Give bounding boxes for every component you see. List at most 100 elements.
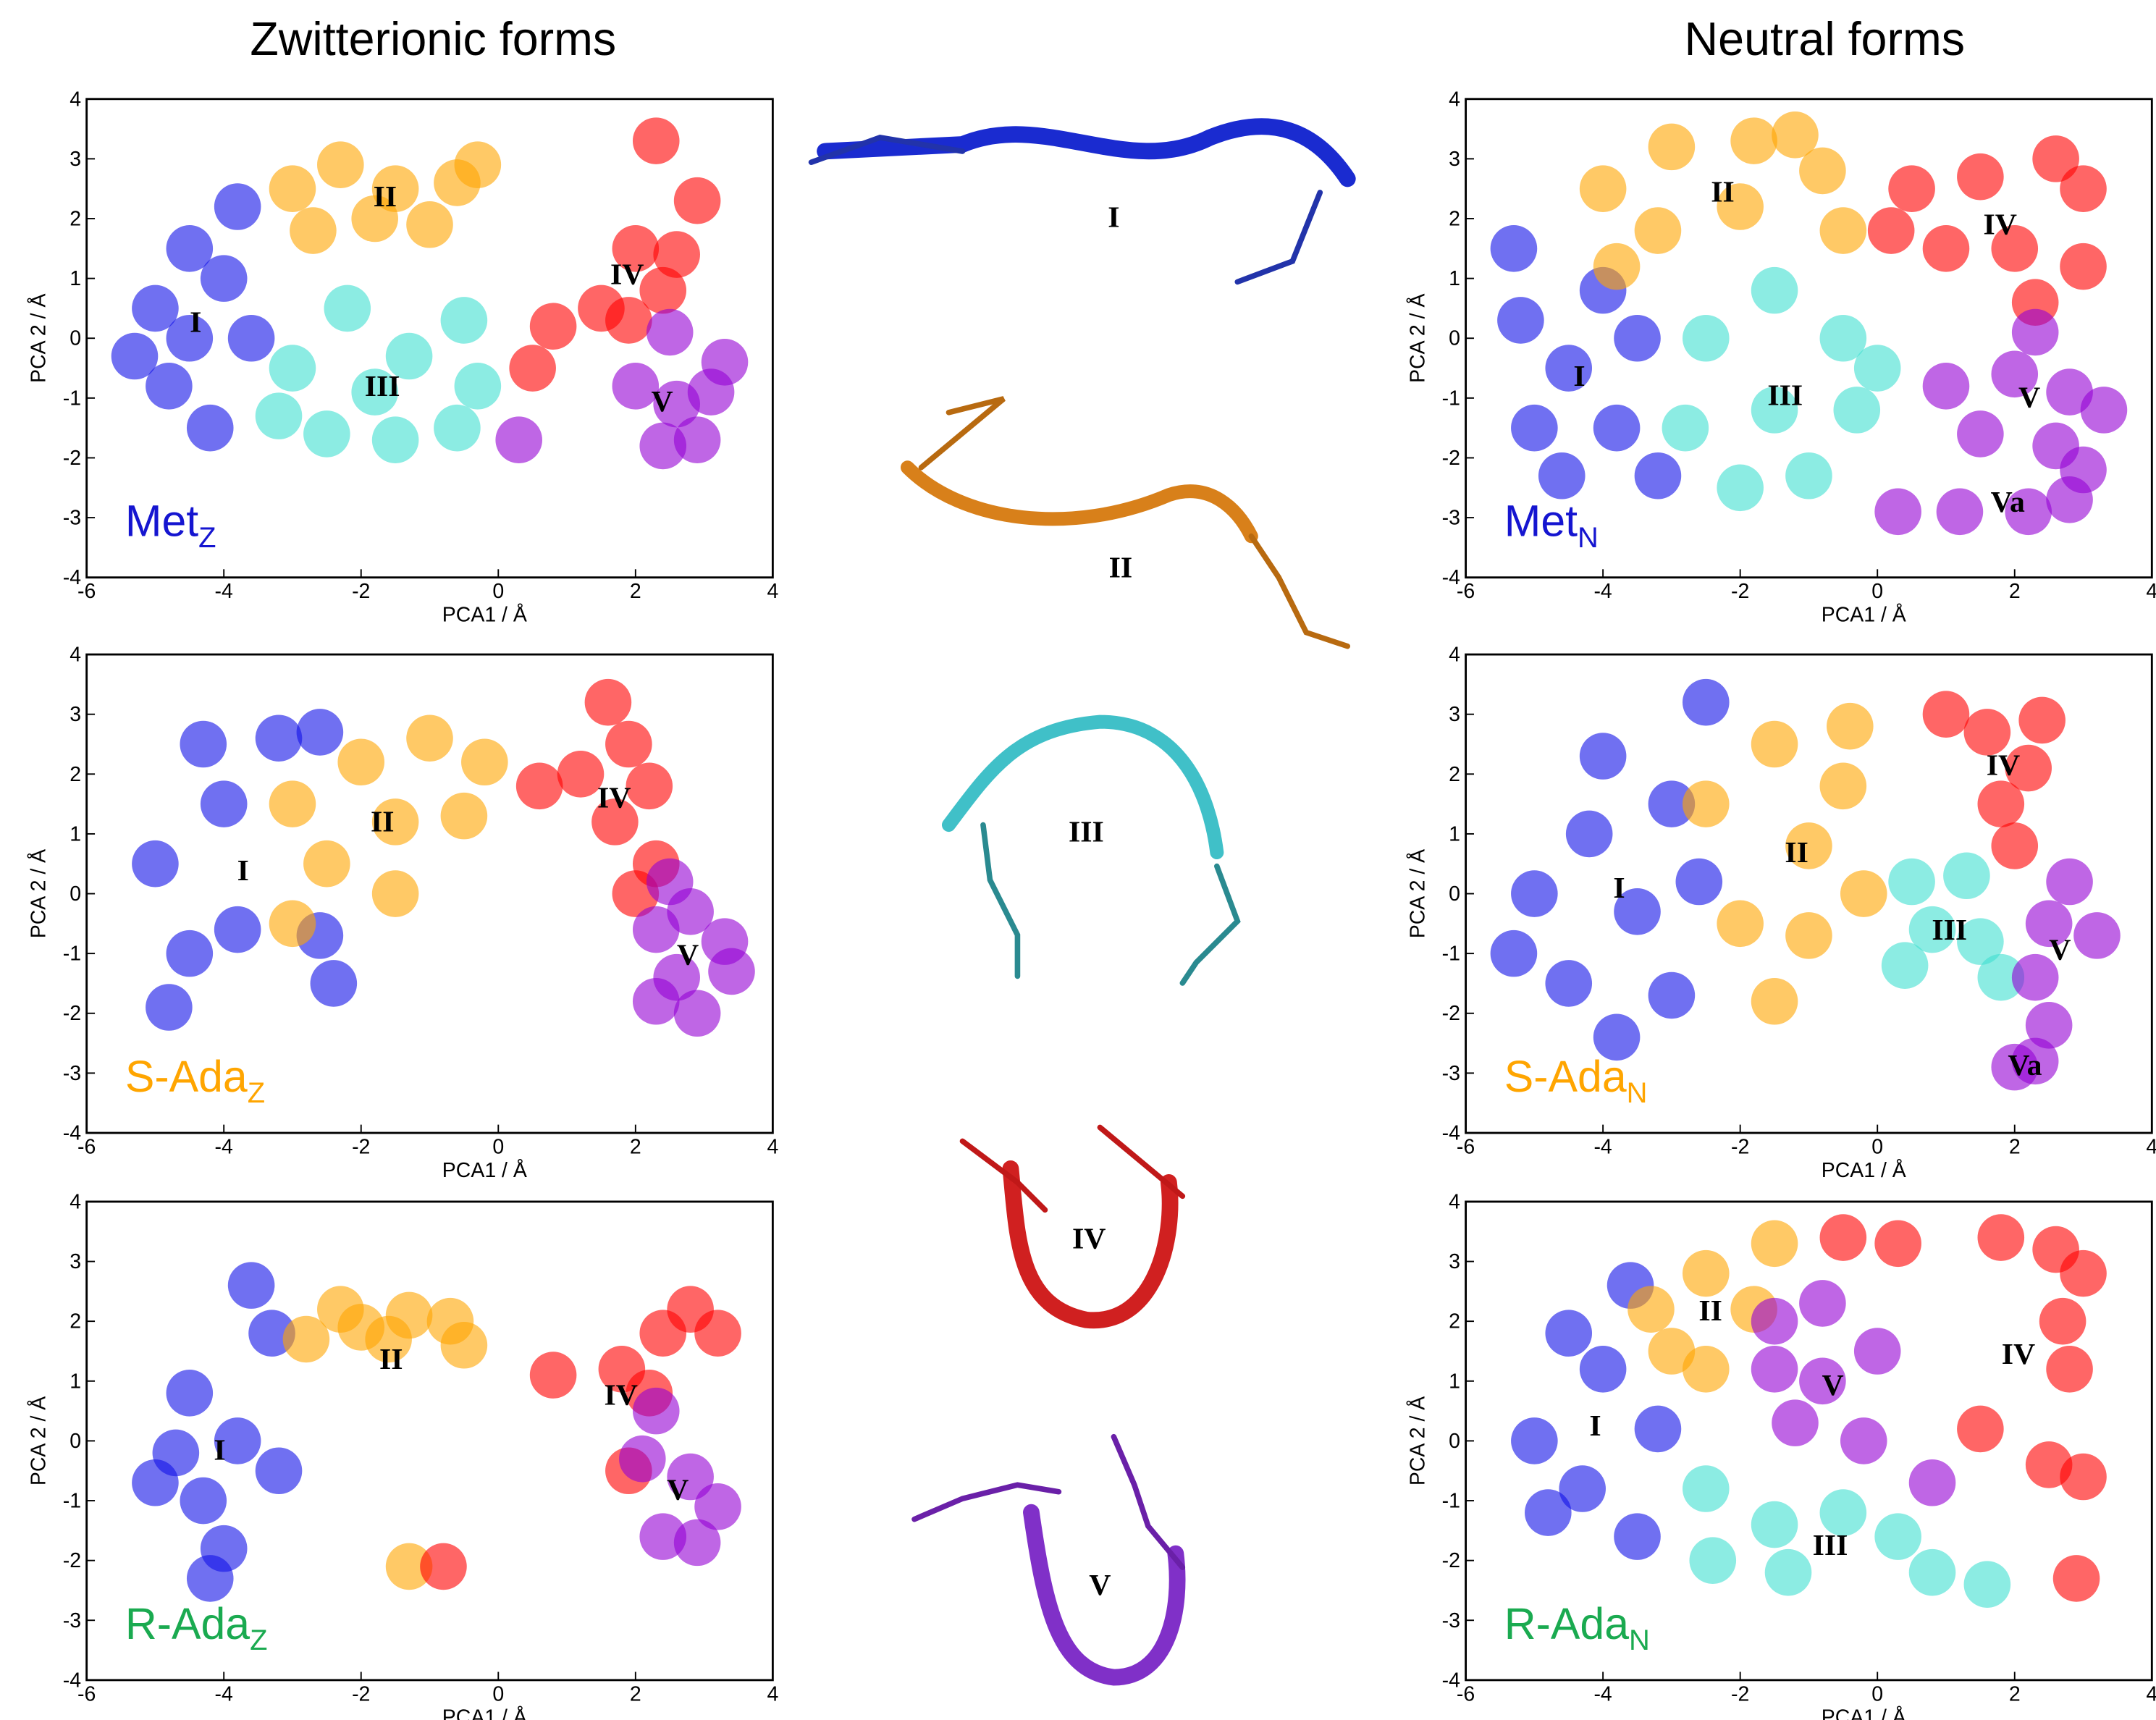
point: [256, 1447, 303, 1494]
panel: IIIIVV-6-4-2024-4-3-2-101234PCA1 / ÅPCA …: [28, 644, 779, 1182]
point: [1957, 410, 2004, 458]
point: [1717, 464, 1764, 511]
point: [639, 1310, 686, 1357]
point: [2012, 309, 2059, 356]
point: [1593, 405, 1641, 452]
y-tick-label: 0: [1449, 327, 1460, 350]
point: [1683, 679, 1730, 726]
y-tick-label: -3: [1442, 507, 1460, 530]
point: [1772, 1399, 1819, 1446]
y-tick-label: -3: [63, 507, 81, 530]
point: [1868, 207, 1915, 254]
point: [1937, 489, 1984, 536]
point: [674, 416, 721, 463]
y-tick-label: 4: [1449, 1190, 1460, 1213]
point: [626, 763, 673, 810]
point: [1751, 267, 1798, 314]
cluster-label: V: [2049, 934, 2071, 967]
point: [434, 405, 481, 452]
point: [516, 763, 563, 810]
x-tick-label: 2: [2009, 1682, 2021, 1706]
point: [269, 165, 316, 212]
cluster-label: IV: [610, 258, 644, 291]
point: [1751, 1346, 1798, 1393]
point: [509, 345, 556, 392]
point: [1627, 1286, 1675, 1333]
cluster-label: V: [667, 1474, 689, 1507]
point: [1751, 978, 1798, 1025]
panel-label-name: S-Ada: [125, 1052, 248, 1101]
x-tick-label: -4: [215, 1135, 233, 1158]
point: [702, 339, 749, 386]
panel: IIIIIIIVVVa-6-4-2024-4-3-2-101234PCA1 / …: [1407, 644, 2156, 1182]
point: [1730, 117, 1777, 164]
point: [372, 416, 419, 463]
point: [674, 1519, 721, 1567]
panel-label-sub: Z: [248, 1077, 265, 1109]
sticks: [914, 1437, 1182, 1567]
points: [1491, 111, 2128, 535]
point: [2046, 1346, 2093, 1393]
y-tick-label: -4: [1442, 1121, 1460, 1144]
point: [633, 1388, 680, 1435]
point: [585, 679, 632, 726]
panel-label-sub: Z: [198, 522, 216, 554]
cluster-label: V: [2018, 381, 2040, 415]
column-header: Zwitterionic forms: [250, 13, 616, 65]
point: [2018, 697, 2066, 744]
point: [1545, 960, 1592, 1007]
point: [1978, 1214, 2025, 1261]
point: [167, 930, 214, 977]
panel-label-sub: Z: [250, 1624, 267, 1656]
point: [317, 141, 364, 188]
x-tick-label: -2: [1731, 1135, 1749, 1158]
x-tick-label: -4: [215, 580, 233, 603]
x-tick-label: -2: [352, 1135, 370, 1158]
panel: IIIIIIIVV-6-4-2024-4-3-2-101234PCA1 / ÅP…: [1407, 1190, 2156, 1720]
y-tick-label: 0: [70, 327, 81, 350]
point: [2060, 1454, 2107, 1501]
x-tick-label: 4: [2146, 1135, 2156, 1158]
y-tick-label: -3: [1442, 1062, 1460, 1085]
y-tick-label: -1: [1442, 387, 1460, 410]
point: [633, 117, 680, 164]
point: [1957, 1406, 2004, 1453]
x-tick-label: -2: [352, 1682, 370, 1706]
point: [647, 859, 694, 906]
point: [269, 780, 316, 827]
cluster-label: IV: [597, 781, 631, 814]
point: [297, 709, 344, 756]
y-tick-label: 0: [1449, 882, 1460, 906]
y-tick-label: 2: [70, 208, 81, 231]
y-tick-label: 0: [1449, 1430, 1460, 1453]
structure-label: II: [1109, 552, 1133, 585]
point: [1964, 1561, 2011, 1608]
point: [214, 906, 261, 953]
point: [1683, 1465, 1730, 1512]
point: [1717, 901, 1764, 948]
point: [1827, 703, 1874, 750]
point: [228, 1262, 275, 1309]
panel-label-name: S-Ada: [1504, 1052, 1627, 1101]
point: [1957, 153, 2004, 201]
y-tick-label: -3: [63, 1062, 81, 1085]
point: [1683, 315, 1730, 362]
x-tick-label: 2: [630, 1682, 641, 1706]
y-tick-label: 4: [1449, 644, 1460, 667]
y-tick-label: -4: [63, 1669, 81, 1692]
point: [111, 333, 159, 380]
x-tick-label: -2: [1731, 580, 1749, 603]
point: [1785, 912, 1832, 959]
point: [1874, 489, 1921, 536]
point: [1491, 930, 1538, 977]
point: [1840, 1417, 1887, 1464]
x-axis-label: PCA1 / Å: [1822, 1159, 1906, 1182]
point: [1874, 1513, 1921, 1560]
point: [167, 1370, 214, 1417]
point: [180, 721, 227, 768]
point: [1635, 452, 1682, 499]
point: [214, 183, 261, 230]
point: [1580, 1346, 1627, 1393]
y-tick-label: 4: [70, 644, 81, 667]
point: [1943, 852, 1990, 899]
